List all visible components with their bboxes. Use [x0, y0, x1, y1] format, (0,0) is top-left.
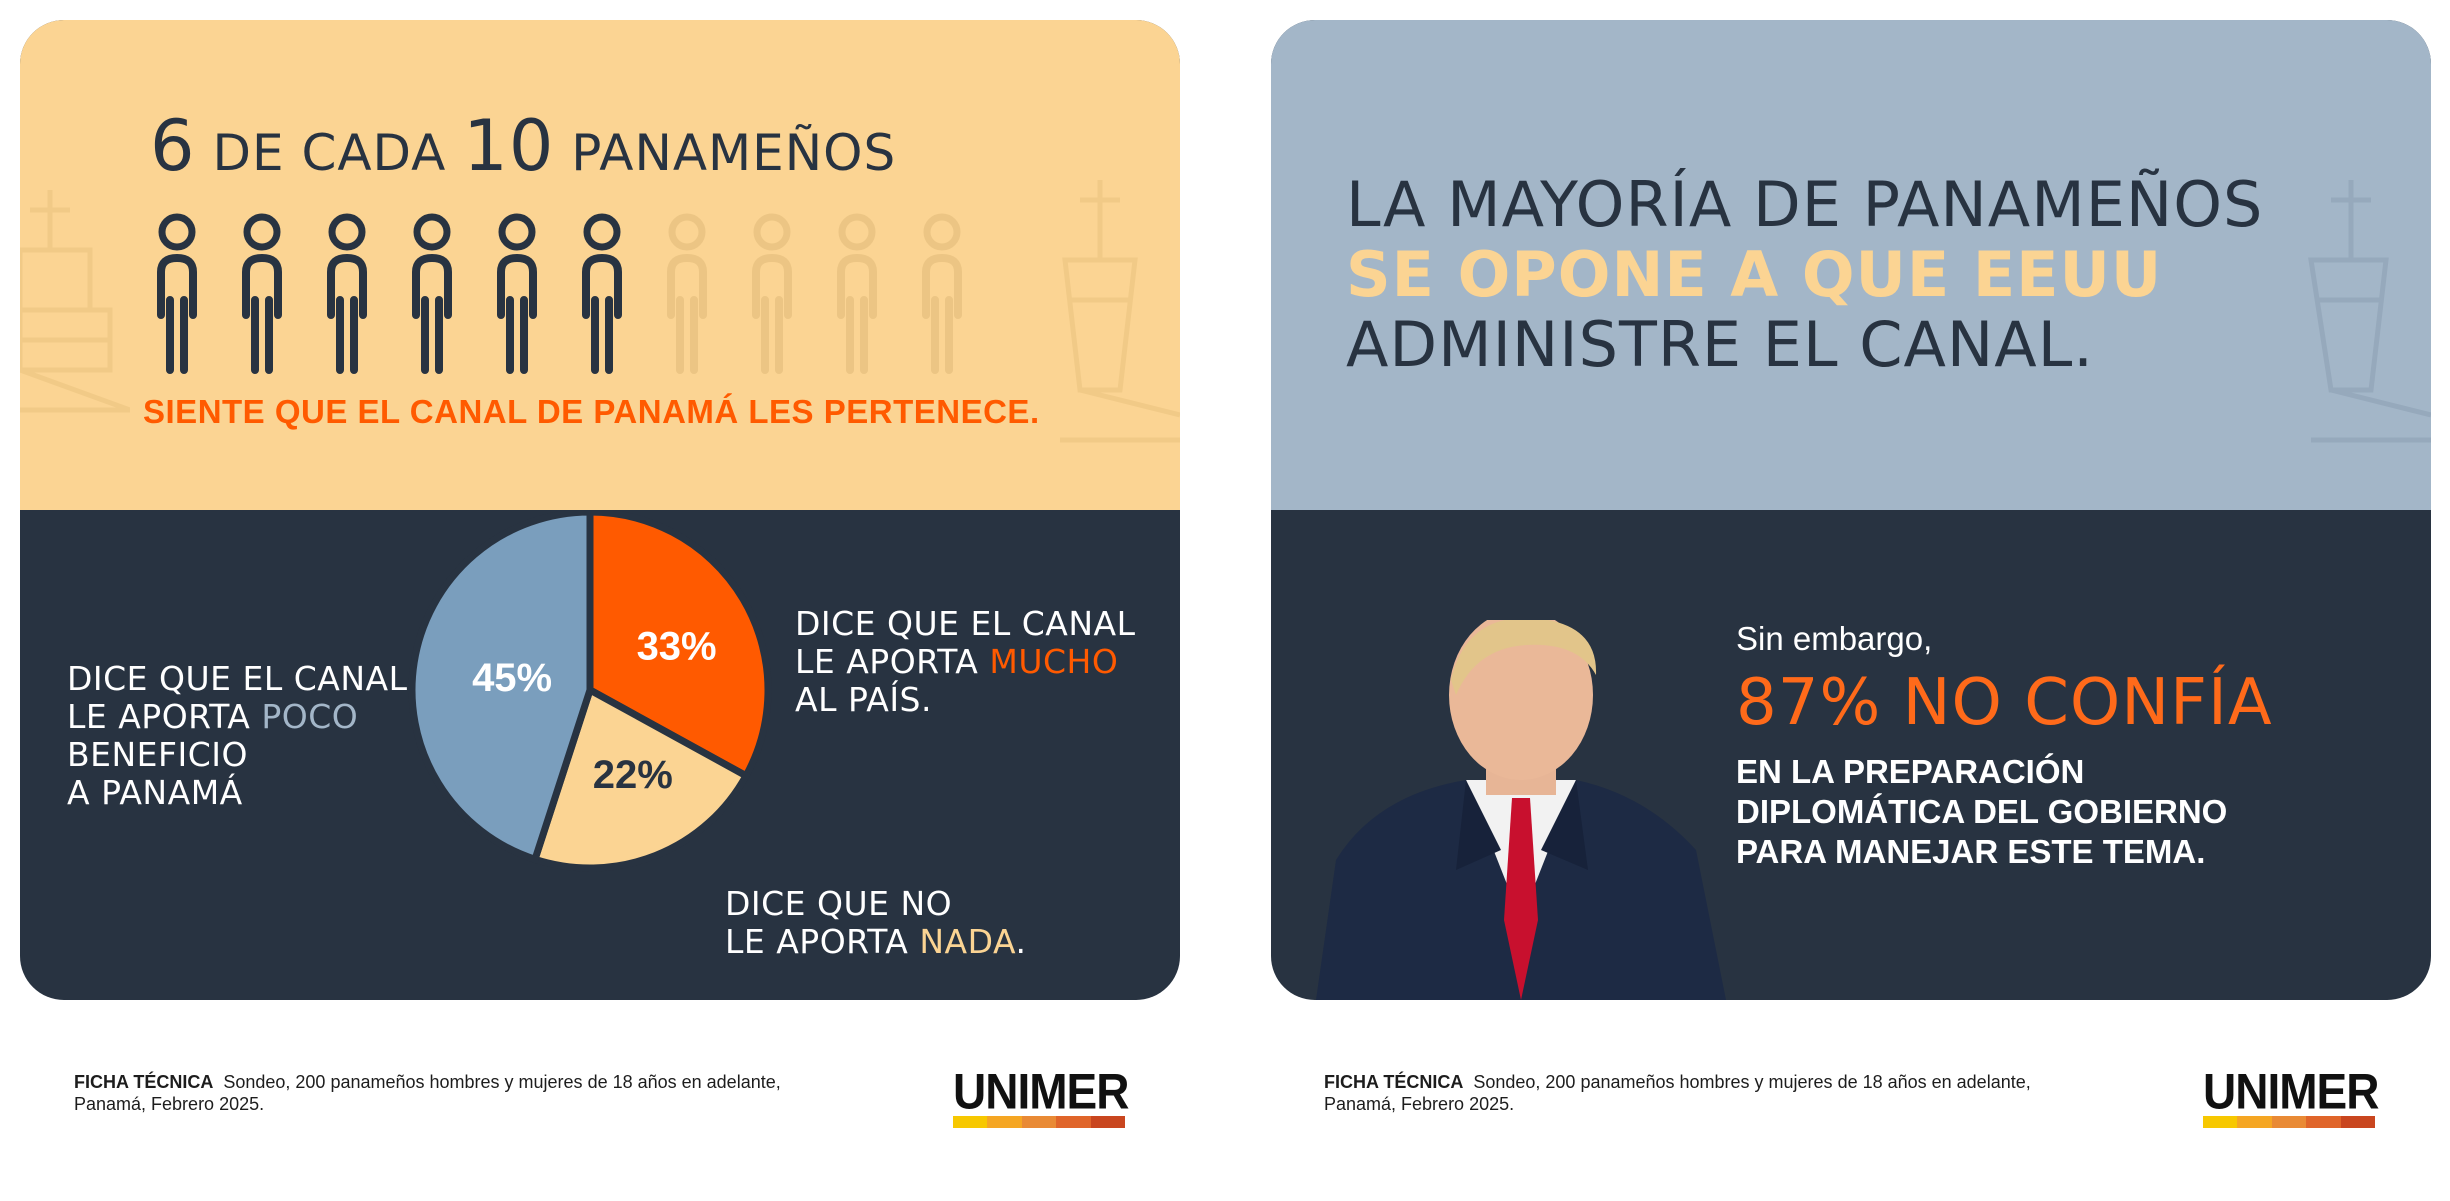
right-infographic-card: La mayoría de panameños SE OPONE A QUE E…	[1271, 20, 2431, 1000]
pie-section: 33% 22% 45% DICE QUE EL CANAL LE APORTA PO…	[20, 510, 1180, 1000]
right-title: La mayoría de panameños SE OPONE A QUE E…	[1346, 168, 2264, 381]
pie-value-label: 45%	[472, 656, 552, 700]
ship-illustration-icon	[1060, 180, 1180, 443]
pie-slice-poco	[408, 510, 594, 864]
person-icon	[837, 213, 877, 374]
unimer-logo: UNIMER	[953, 1066, 1129, 1128]
ship-illustration-icon	[20, 190, 130, 413]
people-pictogram	[157, 213, 962, 374]
unimer-logo: UNIMER	[2203, 1066, 2379, 1128]
label-poco: DICE QUE EL CANAL LE APORTA POCO BENEFIC…	[67, 659, 408, 812]
stat-description: EN LA PREPARACIÓN DIPLOMÁTICA DEL GOBIER…	[1736, 753, 2228, 870]
tagline: SIENTE QUE EL CANAL DE PANAMÁ LES PERTEN…	[143, 393, 1040, 430]
left-infographic-card: 6 de cada 10 panameños SIENTE QUE EL CAN…	[20, 20, 1180, 1000]
right-top-panel: La mayoría de panameños SE OPONE A QUE E…	[1271, 20, 2431, 510]
person-icon	[327, 213, 367, 374]
intro-text: Sin embargo,	[1736, 620, 1933, 657]
person-icon	[497, 213, 537, 374]
person-icon	[752, 213, 792, 374]
pie-value-label: 33%	[637, 625, 717, 669]
pie-slice-nada	[530, 684, 751, 872]
person-icon	[242, 213, 282, 374]
left-top-panel: 6 de cada 10 panameños SIENTE QUE EL CAN…	[20, 20, 1180, 510]
person-icon	[667, 213, 707, 374]
stat-87-percent: 87% NO CONFÍA	[1736, 666, 2273, 740]
person-icon	[157, 213, 197, 374]
person-icon	[582, 213, 622, 374]
headline-6-de-cada-10: 6 de cada 10 panameños	[150, 105, 897, 187]
ship-illustration-icon	[2308, 180, 2431, 443]
pie-value-label: 22%	[593, 753, 673, 797]
pie-chart: 33% 22% 45%	[408, 510, 772, 872]
pie-slice-mucho	[586, 510, 772, 781]
footer-ficha-tecnica: FICHA TÉCNICA Sondeo, 200 panameños homb…	[1324, 1072, 2031, 1114]
footer-ficha-tecnica: FICHA TÉCNICA Sondeo, 200 panameños homb…	[74, 1072, 781, 1114]
logo-color-bar	[953, 1116, 1126, 1128]
label-mucho: DICE QUE EL CANAL LE APORTA MUCHO AL PAÍ…	[795, 604, 1136, 719]
politician-portrait-image	[1316, 620, 1726, 1000]
right-statement: Sin embargo, 87% NO CONFÍA EN LA PREPARA…	[1736, 620, 2386, 872]
person-icon	[922, 213, 962, 374]
logo-color-bar	[2203, 1116, 2376, 1128]
label-nada: DICE QUE NO LE APORTA NADA.	[725, 884, 1027, 961]
person-icon	[412, 213, 452, 374]
